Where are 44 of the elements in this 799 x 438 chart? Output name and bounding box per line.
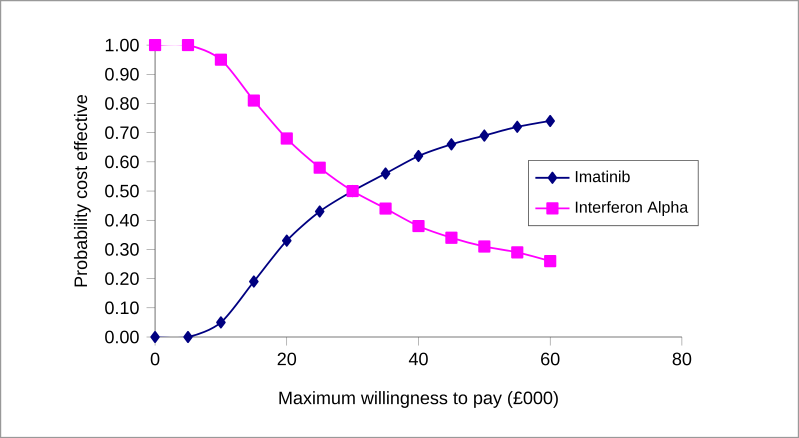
point [182,38,194,52]
point [544,254,556,268]
y-tick-label: 0.30 [105,243,139,256]
point [379,202,392,215]
point [150,330,160,344]
point [511,246,524,258]
point [282,234,292,247]
point [280,132,293,145]
y-tick-label: 0.00 [105,330,139,344]
point [478,240,490,253]
point [545,114,555,128]
x-axis-title: Maximum willingness to pay (£000) [279,391,558,408]
point [412,220,425,232]
point [445,232,458,244]
y-tick-label: 0.20 [105,272,139,285]
x-tick-label: 40 [408,352,428,366]
y-axis-title: Probability cost effective [74,94,91,286]
point [148,38,162,52]
y-tick-label: 0.80 [105,97,139,110]
x-tick-label: 60 [541,352,560,366]
point [314,205,325,218]
y-tick-label: 0.40 [105,214,139,227]
point [216,316,226,328]
y-tick-label: 0.70 [105,126,139,140]
x-tick-label: 80 [672,352,692,366]
point [480,129,490,142]
point [314,162,326,174]
point [380,167,390,180]
legend-label: Interferon Alpha [576,201,688,216]
point [414,150,424,162]
y-tick-label: 0.90 [105,68,139,81]
legend-label: Imatinib [576,170,630,182]
x-tick-label: 0 [150,352,160,366]
y-tick-label: 1.00 [106,38,139,52]
point [512,120,522,133]
x-tick-label: 20 [278,352,296,366]
point [214,54,228,66]
y-tick-label: 0.60 [105,155,139,168]
point [248,94,260,107]
point [446,138,456,150]
point [249,275,259,288]
y-tick-label: 0.50 [105,184,139,198]
y-tick-label: 0.10 [105,301,139,314]
point [183,330,193,344]
